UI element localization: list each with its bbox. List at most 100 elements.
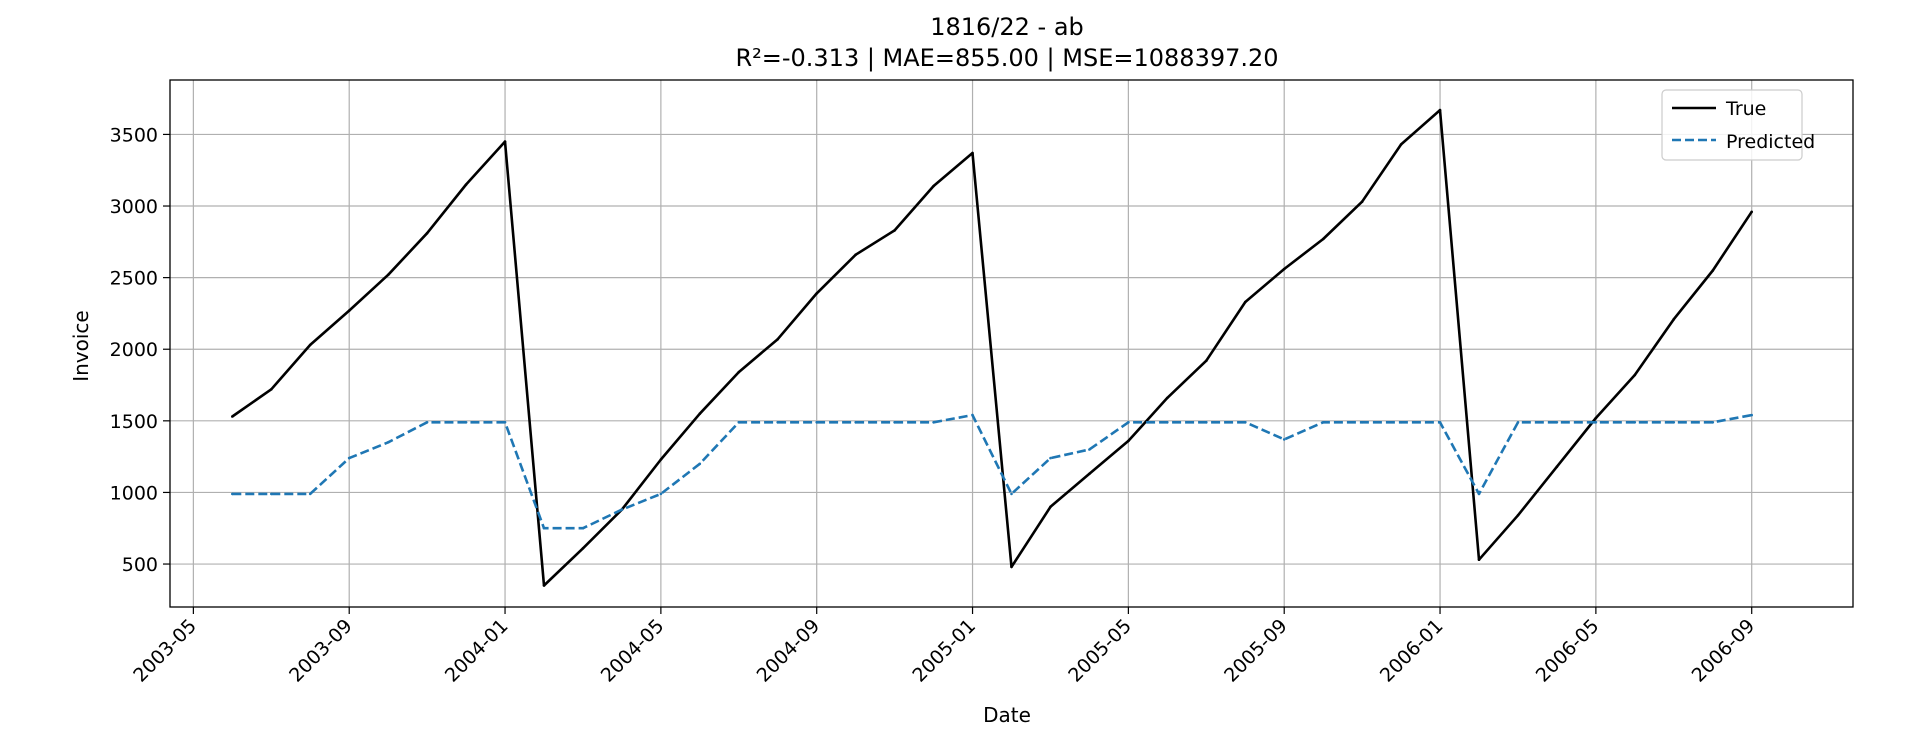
series-line-true xyxy=(231,108,1753,587)
data-point-predicted xyxy=(737,421,741,424)
data-point-true xyxy=(1127,439,1130,443)
data-point-predicted xyxy=(776,421,779,424)
data-point-predicted xyxy=(1360,421,1364,424)
x-tick-label: 2005-09 xyxy=(1220,615,1292,687)
data-point-true xyxy=(386,273,390,277)
y-tick-label: 1500 xyxy=(110,411,158,433)
legend-label-true: True xyxy=(1725,98,1766,120)
data-point-true xyxy=(503,140,507,143)
data-point-true xyxy=(1010,565,1013,569)
series-line-predicted xyxy=(232,413,1752,530)
data-point-true xyxy=(425,231,429,235)
x-axis-label: Date xyxy=(983,703,1031,727)
legend: True Predicted xyxy=(1661,89,1815,161)
y-tick-label: 2500 xyxy=(110,268,158,290)
data-point-true xyxy=(815,292,818,295)
data-point-true xyxy=(1555,465,1559,469)
chart-title: 1816/22 - ab xyxy=(930,13,1084,41)
data-point-true xyxy=(1672,317,1676,321)
y-axis: 500 1000 1500 2000 2500 3000 3500 xyxy=(110,124,170,576)
data-point-true xyxy=(659,458,663,461)
y-tick-label: 3500 xyxy=(110,124,158,146)
data-point-true xyxy=(893,229,896,232)
data-point-predicted xyxy=(1049,456,1052,460)
x-tick-label: 2003-05 xyxy=(129,615,201,687)
data-point-predicted xyxy=(932,421,935,424)
data-point-true xyxy=(1244,300,1247,304)
data-point-predicted xyxy=(1127,421,1130,424)
y-axis-label: Invoice xyxy=(69,310,93,382)
chart-subtitle: R²=-0.313 | MAE=855.00 | MSE=1088397.20 xyxy=(735,44,1278,72)
x-tick-label: 2006-09 xyxy=(1688,615,1760,687)
plot-frame xyxy=(169,79,1854,608)
data-point-predicted xyxy=(231,492,234,496)
data-point-true xyxy=(1438,108,1442,112)
data-point-true xyxy=(542,584,546,587)
data-point-predicted xyxy=(464,421,468,424)
data-point-true xyxy=(854,253,857,256)
data-point-true xyxy=(270,388,273,391)
data-point-true xyxy=(1166,396,1169,400)
data-point-predicted xyxy=(425,421,429,424)
data-point-true xyxy=(737,370,741,374)
legend-label-predicted: Predicted xyxy=(1726,131,1815,153)
grid xyxy=(170,80,1853,607)
data-point-true xyxy=(308,343,312,347)
data-point-predicted xyxy=(698,462,702,466)
data-point-true xyxy=(1750,210,1753,214)
data-point-predicted xyxy=(308,492,312,496)
data-point-predicted xyxy=(503,421,507,424)
data-point-true xyxy=(776,337,779,341)
data-point-true xyxy=(1399,143,1403,146)
x-tick-label: 2005-01 xyxy=(908,615,980,687)
data-point-predicted xyxy=(1088,448,1091,451)
data-point-true xyxy=(581,547,585,550)
data-point-predicted xyxy=(1438,421,1442,424)
data-point-predicted xyxy=(1399,421,1403,424)
data-point-predicted xyxy=(1750,413,1753,417)
data-point-predicted xyxy=(1594,421,1598,424)
data-point-predicted xyxy=(1711,421,1715,424)
y-tick-label: 3000 xyxy=(110,196,158,218)
data-point-true xyxy=(1516,514,1520,517)
x-axis: 2003-05 2003-09 2004-01 2004-05 2004-09 2005-… xyxy=(129,607,1759,687)
y-tick-label: 500 xyxy=(122,554,158,576)
data-point-true xyxy=(1049,505,1052,509)
data-point-predicted xyxy=(1282,438,1286,441)
data-point-predicted xyxy=(1321,421,1325,424)
data-point-predicted xyxy=(854,421,857,424)
data-point-true xyxy=(698,412,702,416)
data-point-predicted xyxy=(1555,421,1559,424)
data-point-predicted xyxy=(270,492,273,496)
data-point-true xyxy=(971,151,974,155)
data-point-true xyxy=(1477,558,1481,561)
y-tick-label: 2000 xyxy=(110,339,158,361)
x-tick-label: 2006-01 xyxy=(1376,615,1448,687)
x-tick-label: 2005-05 xyxy=(1064,615,1136,687)
data-point-predicted xyxy=(1477,492,1481,496)
data-point-predicted xyxy=(386,441,390,444)
x-tick-label: 2003-09 xyxy=(285,615,357,687)
data-point-true xyxy=(1711,269,1715,272)
data-point-predicted xyxy=(971,413,974,417)
data-point-true xyxy=(1282,267,1286,271)
data-point-true xyxy=(1633,373,1637,377)
data-point-predicted xyxy=(581,526,585,530)
data-point-true xyxy=(464,183,468,186)
data-point-true xyxy=(1594,416,1598,420)
data-point-predicted xyxy=(1010,492,1013,496)
x-tick-label: 2006-05 xyxy=(1532,615,1604,687)
data-point-predicted xyxy=(1633,421,1637,424)
data-point-true xyxy=(1205,359,1208,363)
data-point-predicted xyxy=(1166,421,1169,424)
data-point-true xyxy=(1360,200,1364,203)
data-point-true xyxy=(347,309,351,312)
data-point-predicted xyxy=(347,456,351,460)
data-point-predicted xyxy=(1516,421,1520,424)
data-point-predicted xyxy=(542,526,546,530)
x-tick-label: 2004-05 xyxy=(597,615,669,687)
y-tick-label: 1000 xyxy=(110,482,158,504)
x-tick-label: 2004-09 xyxy=(753,615,825,687)
series-layer xyxy=(231,108,1753,587)
